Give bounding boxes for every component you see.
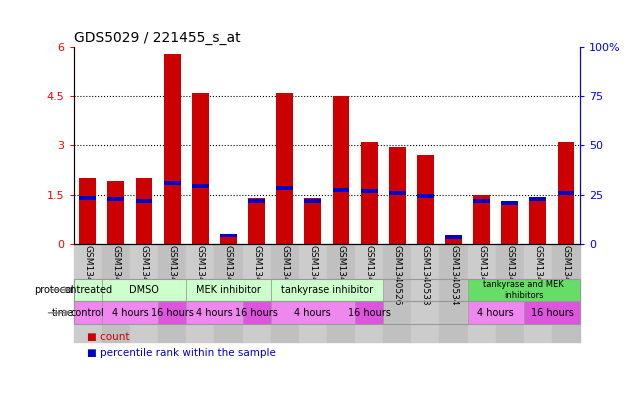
Bar: [158, 301, 187, 324]
Bar: [102, 244, 130, 342]
Bar: [79, 178, 96, 244]
Bar: [383, 244, 412, 342]
Bar: [271, 301, 355, 324]
Text: GDS5029 / 221455_s_at: GDS5029 / 221455_s_at: [74, 31, 240, 45]
Bar: [108, 197, 124, 201]
Bar: [248, 199, 265, 203]
Bar: [102, 301, 158, 324]
Bar: [552, 244, 580, 342]
Bar: [220, 234, 237, 244]
Bar: [192, 184, 209, 188]
Bar: [558, 191, 574, 195]
Text: time: time: [51, 308, 74, 318]
Bar: [187, 244, 214, 342]
Bar: [417, 194, 434, 198]
Bar: [271, 244, 299, 342]
Bar: [242, 244, 271, 342]
Text: ■ count: ■ count: [87, 332, 129, 342]
Bar: [74, 244, 102, 342]
Bar: [242, 301, 271, 324]
Text: tankyrase inhibitor: tankyrase inhibitor: [281, 285, 373, 295]
Bar: [501, 201, 518, 244]
Bar: [389, 147, 406, 244]
Bar: [333, 96, 349, 244]
Bar: [445, 235, 462, 244]
Text: 16 hours: 16 hours: [151, 308, 194, 318]
Text: 4 hours: 4 hours: [294, 308, 331, 318]
Bar: [445, 235, 462, 239]
Bar: [108, 182, 124, 244]
Text: protocol: protocol: [34, 285, 74, 295]
Bar: [163, 181, 181, 185]
Bar: [187, 279, 271, 301]
Bar: [304, 199, 321, 203]
Bar: [248, 198, 265, 244]
Bar: [136, 178, 153, 244]
Bar: [558, 142, 574, 244]
Text: ■ percentile rank within the sample: ■ percentile rank within the sample: [87, 348, 276, 358]
Bar: [333, 187, 349, 191]
Bar: [389, 191, 406, 195]
Bar: [158, 244, 187, 342]
Text: 4 hours: 4 hours: [112, 308, 148, 318]
Bar: [74, 301, 102, 324]
Bar: [220, 233, 237, 237]
Bar: [467, 279, 580, 301]
Text: untreated: untreated: [63, 285, 112, 295]
Bar: [187, 301, 242, 324]
Bar: [412, 244, 440, 342]
Bar: [361, 142, 378, 244]
Bar: [299, 244, 327, 342]
Bar: [529, 197, 546, 201]
Text: 4 hours: 4 hours: [478, 308, 514, 318]
Text: MEK inhibitor: MEK inhibitor: [196, 285, 261, 295]
Bar: [74, 279, 102, 301]
Bar: [467, 244, 495, 342]
Bar: [355, 244, 383, 342]
Bar: [467, 301, 524, 324]
Bar: [440, 244, 467, 342]
Bar: [130, 244, 158, 342]
Bar: [276, 186, 293, 190]
Bar: [417, 155, 434, 244]
Bar: [529, 198, 546, 244]
Bar: [473, 195, 490, 244]
Text: 16 hours: 16 hours: [531, 308, 574, 318]
Text: 16 hours: 16 hours: [235, 308, 278, 318]
Bar: [102, 279, 187, 301]
Bar: [79, 196, 96, 200]
Bar: [304, 198, 321, 244]
Bar: [136, 199, 153, 203]
Text: tankyrase and MEK
inhibitors: tankyrase and MEK inhibitors: [483, 280, 564, 299]
Bar: [355, 301, 383, 324]
Bar: [327, 244, 355, 342]
Bar: [163, 54, 181, 244]
Text: control: control: [71, 308, 104, 318]
Bar: [524, 244, 552, 342]
Bar: [524, 301, 580, 324]
Bar: [276, 93, 293, 244]
Bar: [214, 244, 242, 342]
Bar: [473, 199, 490, 203]
Bar: [495, 244, 524, 342]
Text: 16 hours: 16 hours: [347, 308, 390, 318]
Bar: [271, 279, 383, 301]
Bar: [192, 93, 209, 244]
Text: DMSO: DMSO: [129, 285, 159, 295]
Text: 4 hours: 4 hours: [196, 308, 233, 318]
Bar: [361, 189, 378, 193]
Bar: [501, 201, 518, 205]
